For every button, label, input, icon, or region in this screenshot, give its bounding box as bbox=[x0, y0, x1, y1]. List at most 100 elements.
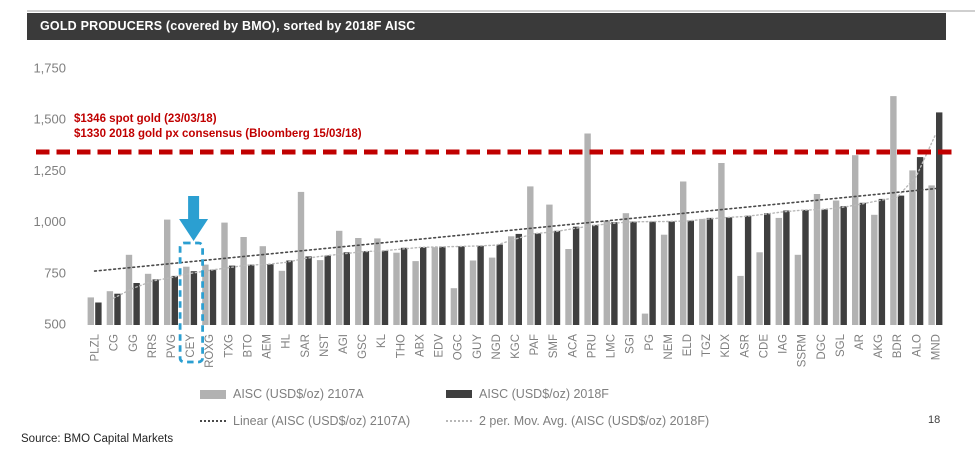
x-axis-label-ASR: ASR bbox=[739, 334, 751, 358]
bar-2018f-PG bbox=[649, 221, 656, 325]
mov-avg-trendline bbox=[112, 134, 937, 299]
bar-2107a-PAF bbox=[527, 186, 534, 325]
x-axis-label-GSC: GSC bbox=[357, 334, 369, 359]
highlight-arrow-stem bbox=[188, 196, 200, 220]
bar-2018f-ELD bbox=[687, 220, 694, 325]
bar-2018f-CDE bbox=[764, 213, 771, 325]
x-axis-label-SSRM: SSRM bbox=[797, 334, 809, 367]
x-axis-label-TXG: TXG bbox=[223, 334, 235, 358]
x-axis-label-ELD: ELD bbox=[682, 334, 694, 356]
x-axis-label-SGL: SGL bbox=[835, 333, 847, 357]
x-axis-label-KL: KL bbox=[376, 333, 388, 348]
bar-2107a-LMC bbox=[603, 220, 610, 325]
bar-2018f-IAG bbox=[783, 210, 790, 325]
legend-label-mov-avg: 2 per. Mov. Avg. (AISC (USD$/oz) 2018F) bbox=[479, 414, 710, 428]
x-axis-label-ROXG: ROXG bbox=[204, 334, 216, 368]
spot-gold-annotation: $1346 spot gold (23/03/18) bbox=[74, 113, 217, 125]
bar-2107a-IAG bbox=[775, 217, 782, 325]
legend-label-2017a: AISC (USD$/oz) 2107A bbox=[233, 387, 364, 401]
x-axis-label-GG: GG bbox=[128, 334, 140, 352]
x-axis-label-NST: NST bbox=[319, 334, 331, 357]
bar-2018f-PRU bbox=[592, 224, 599, 325]
x-axis-label-BTO: BTO bbox=[242, 334, 254, 357]
bar-2018f-GUY bbox=[477, 245, 484, 325]
bar-2107a-NEM bbox=[660, 234, 668, 325]
bar-2107a-PLZL bbox=[87, 297, 94, 325]
bar-2107a-GSC bbox=[355, 238, 362, 325]
legend-swatch-linear bbox=[200, 420, 226, 422]
bar-2018f-EDV bbox=[439, 246, 446, 325]
bar-2107a-SSRM bbox=[794, 254, 802, 325]
bar-2018f-MND bbox=[936, 112, 943, 326]
bar-2107a-MND bbox=[928, 185, 935, 325]
bar-2018f-TXG bbox=[228, 265, 236, 325]
bar-2107a-ACA bbox=[565, 249, 572, 325]
bar-2018f-LMC bbox=[611, 222, 618, 325]
bar-2107a-HL bbox=[278, 270, 286, 325]
bar-2018f-AEM bbox=[267, 264, 274, 325]
legend-label-2018f: AISC (USD$/oz) 2018F bbox=[479, 387, 609, 401]
bar-2107a-ALO bbox=[909, 170, 916, 325]
bar-2018f-SGL bbox=[840, 206, 847, 325]
bar-2018f-AR bbox=[859, 202, 866, 325]
x-axis-label-NGD: NGD bbox=[491, 334, 503, 360]
slide-top-divider bbox=[27, 10, 975, 12]
bar-2107a-SMF bbox=[546, 204, 553, 325]
x-axis-label-GUY: GUY bbox=[472, 334, 484, 359]
bar-2107a-CDE bbox=[756, 252, 763, 325]
highlight-dashed-box bbox=[178, 241, 205, 364]
bar-2018f-PVG bbox=[171, 275, 178, 325]
x-axis-label-NEM: NEM bbox=[663, 334, 675, 360]
x-axis-label-AGI: AGI bbox=[338, 334, 350, 354]
bar-2018f-ACA bbox=[572, 226, 580, 325]
bar-2018f-THO bbox=[400, 247, 408, 325]
bar-2018f-BTO bbox=[248, 264, 255, 325]
bar-2107a-AKG bbox=[871, 214, 878, 325]
bar-2107a-KGC bbox=[508, 236, 515, 325]
x-axis-label-SMF: SMF bbox=[548, 334, 560, 358]
y-axis-tick-label: 1,500 bbox=[33, 112, 66, 127]
bar-2107a-ELD bbox=[680, 181, 687, 325]
legend-item-mov-avg: 2 per. Mov. Avg. (AISC (USD$/oz) 2018F) bbox=[446, 414, 709, 428]
y-axis-tick-label: 1,250 bbox=[33, 163, 66, 178]
page-number: 18 bbox=[928, 414, 941, 426]
bar-2107a-NST bbox=[316, 260, 324, 325]
bar-2107a-ROXG bbox=[202, 264, 209, 325]
legend-swatch-2017a bbox=[200, 389, 226, 399]
bar-2107a-CG bbox=[106, 291, 114, 325]
x-axis-label-TGZ: TGZ bbox=[701, 334, 713, 357]
linear-trendline bbox=[93, 187, 937, 272]
x-axis-label-AEM: AEM bbox=[262, 334, 274, 359]
bar-2018f-SSRM bbox=[802, 209, 809, 325]
legend-swatch-2018f bbox=[446, 390, 472, 398]
bar-2107a-AR bbox=[852, 155, 859, 325]
legend-label-linear: Linear (AISC (USD$/oz) 2107A) bbox=[233, 414, 411, 428]
bar-2018f-BDR bbox=[897, 195, 905, 325]
bar-2107a-PRU bbox=[584, 133, 591, 325]
bar-2018f-KL bbox=[381, 250, 389, 325]
x-axis-label-SAR: SAR bbox=[300, 334, 312, 358]
x-axis-label-CEY: CEY bbox=[185, 334, 197, 358]
bar-2107a-OGC bbox=[450, 288, 458, 325]
bar-2107a-KL bbox=[374, 238, 381, 325]
x-axis-label-IAG: IAG bbox=[778, 334, 790, 354]
bar-2018f-KGC bbox=[515, 233, 522, 325]
bar-2018f-NEM bbox=[668, 221, 675, 325]
bar-2018f-PAF bbox=[534, 233, 542, 325]
bar-2018f-HL bbox=[286, 260, 293, 325]
x-axis-label-PAF: PAF bbox=[529, 334, 541, 356]
x-axis-label-RRS: RRS bbox=[147, 334, 159, 359]
bar-2107a-PVG bbox=[164, 219, 171, 325]
bar-2018f-GG bbox=[133, 283, 140, 325]
x-axis-label-ACA: ACA bbox=[567, 334, 579, 358]
bar-2018f-ROXG bbox=[209, 269, 217, 325]
bar-2018f-AGI bbox=[343, 252, 350, 325]
x-axis-label-EDV: EDV bbox=[434, 334, 446, 358]
bar-2018f-ALO bbox=[916, 157, 924, 325]
bar-2107a-PG bbox=[641, 313, 649, 325]
x-axis-label-PRU: PRU bbox=[586, 334, 598, 358]
bar-2107a-SAR bbox=[297, 191, 305, 325]
bar-2107a-GUY bbox=[469, 260, 477, 325]
x-axis-label-DGC: DGC bbox=[816, 334, 828, 360]
